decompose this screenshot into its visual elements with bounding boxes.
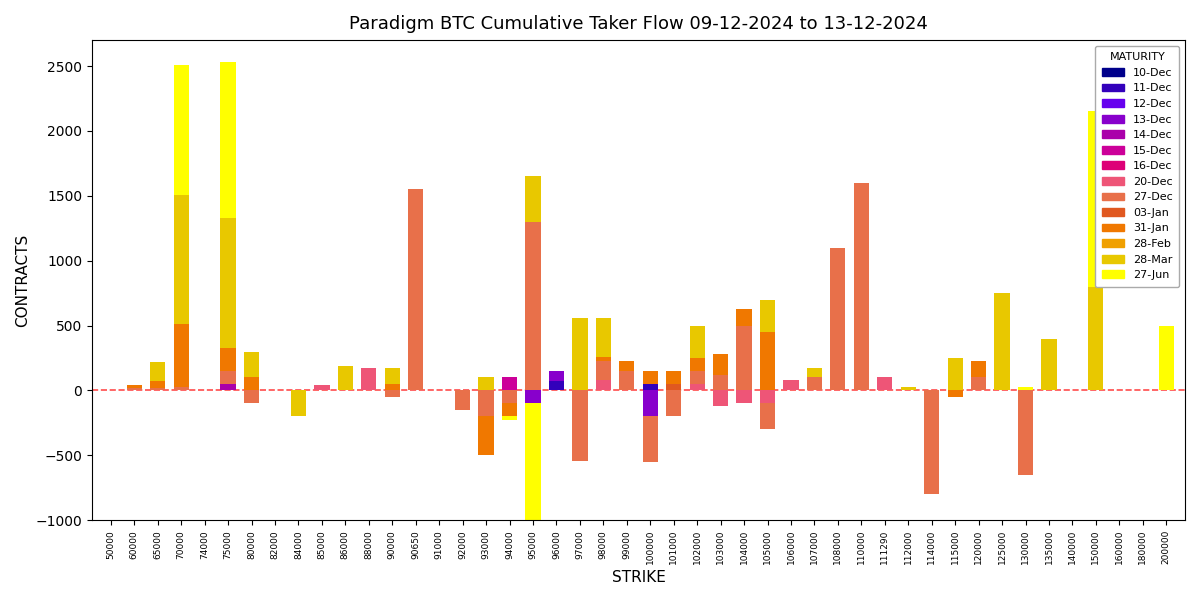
Bar xyxy=(174,65,188,194)
Bar xyxy=(1018,391,1033,475)
Bar xyxy=(806,368,822,377)
Bar xyxy=(643,416,658,462)
Bar xyxy=(784,380,798,391)
Bar xyxy=(595,361,611,380)
Bar xyxy=(479,391,493,416)
Bar xyxy=(1088,287,1104,391)
Bar xyxy=(1159,326,1174,391)
Bar xyxy=(666,384,682,391)
Bar xyxy=(666,391,682,416)
Bar xyxy=(948,358,962,391)
Bar xyxy=(901,386,916,391)
Bar xyxy=(244,377,259,391)
Bar xyxy=(526,391,540,403)
Bar xyxy=(127,385,142,388)
Bar xyxy=(1088,112,1104,287)
Bar xyxy=(385,391,400,397)
X-axis label: STRIKE: STRIKE xyxy=(612,570,666,585)
Bar xyxy=(502,391,517,403)
Bar xyxy=(150,362,166,382)
Bar xyxy=(737,391,751,403)
Bar xyxy=(619,361,635,371)
Bar xyxy=(1018,386,1033,391)
Bar xyxy=(479,377,493,391)
Bar xyxy=(713,375,728,391)
Y-axis label: CONTRACTS: CONTRACTS xyxy=(14,233,30,327)
Bar xyxy=(643,371,658,384)
Bar xyxy=(760,403,775,430)
Bar xyxy=(595,357,611,361)
Bar xyxy=(830,248,846,391)
Bar xyxy=(244,391,259,403)
Bar xyxy=(690,384,704,391)
Bar xyxy=(643,391,658,416)
Bar xyxy=(572,391,588,461)
Title: Paradigm BTC Cumulative Taker Flow 09-12-2024 to 13-12-2024: Paradigm BTC Cumulative Taker Flow 09-12… xyxy=(349,15,928,33)
Bar xyxy=(619,371,635,391)
Bar xyxy=(221,384,235,391)
Bar xyxy=(290,391,306,416)
Bar xyxy=(221,371,235,384)
Bar xyxy=(853,183,869,391)
Bar xyxy=(526,403,540,533)
Bar xyxy=(174,194,188,324)
Bar xyxy=(1042,338,1056,391)
Bar xyxy=(337,366,353,391)
Bar xyxy=(385,368,400,384)
Legend: 10-Dec, 11-Dec, 12-Dec, 13-Dec, 14-Dec, 15-Dec, 16-Dec, 20-Dec, 27-Dec, 03-Jan, : 10-Dec, 11-Dec, 12-Dec, 13-Dec, 14-Dec, … xyxy=(1096,46,1180,287)
Bar xyxy=(643,384,658,391)
Bar xyxy=(924,391,940,494)
Bar xyxy=(408,190,424,391)
Bar xyxy=(221,218,235,347)
Bar xyxy=(314,385,330,391)
Bar xyxy=(385,384,400,391)
Bar xyxy=(361,368,377,391)
Bar xyxy=(760,332,775,391)
Bar xyxy=(690,326,704,358)
Bar xyxy=(127,388,142,391)
Bar xyxy=(479,416,493,455)
Bar xyxy=(995,293,1009,391)
Bar xyxy=(666,371,682,384)
Bar xyxy=(737,326,751,391)
Bar xyxy=(150,388,166,391)
Bar xyxy=(221,62,235,218)
Bar xyxy=(713,391,728,406)
Bar xyxy=(502,403,517,416)
Bar xyxy=(244,352,259,377)
Bar xyxy=(502,416,517,421)
Bar xyxy=(150,382,166,388)
Bar xyxy=(690,371,704,384)
Bar xyxy=(806,377,822,391)
Bar xyxy=(737,309,751,326)
Bar xyxy=(221,347,235,371)
Bar xyxy=(713,354,728,375)
Bar xyxy=(174,386,188,391)
Bar xyxy=(760,299,775,332)
Bar xyxy=(948,391,962,397)
Bar xyxy=(595,380,611,391)
Bar xyxy=(455,391,470,410)
Bar xyxy=(526,176,540,222)
Bar xyxy=(760,391,775,403)
Bar xyxy=(572,318,588,391)
Bar xyxy=(174,324,188,386)
Bar xyxy=(548,371,564,382)
Bar xyxy=(690,358,704,371)
Bar xyxy=(877,377,893,391)
Bar xyxy=(502,377,517,391)
Bar xyxy=(548,382,564,391)
Bar xyxy=(971,361,986,377)
Bar xyxy=(526,222,540,391)
Bar xyxy=(595,318,611,357)
Bar xyxy=(971,377,986,391)
